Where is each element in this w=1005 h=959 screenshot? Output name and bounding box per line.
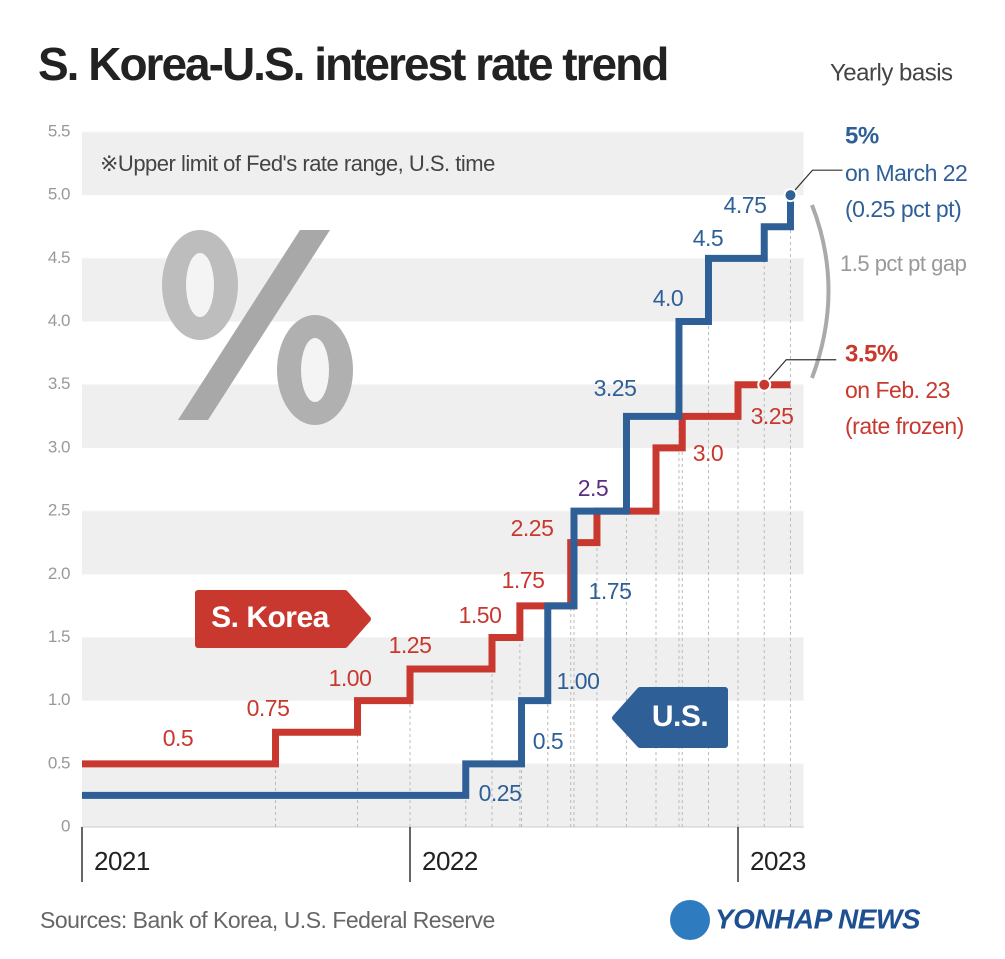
leader-line (790, 169, 843, 196)
value-label: 4.0 (653, 285, 683, 311)
value-label: 0.25 (479, 780, 522, 806)
annotation: (rate frozen) (845, 413, 964, 439)
value-label: 1.00 (557, 668, 600, 694)
legend-label: U.S. (652, 700, 708, 733)
value-label: 0.75 (247, 695, 290, 721)
y-tick-label: 4.0 (48, 311, 70, 330)
grid-band (82, 132, 804, 196)
highlight-dot (757, 377, 772, 392)
value-label: 3.0 (693, 440, 723, 466)
y-tick-label: 5.5 (48, 121, 70, 140)
leader-line (763, 359, 837, 386)
y-tick-label: 0 (61, 816, 70, 835)
x-tick-label: 2021 (94, 846, 150, 876)
x-tick-label: 2023 (750, 846, 806, 876)
y-tick-label: 1.0 (48, 690, 70, 709)
percent-graphic (162, 230, 353, 425)
legend-label: S. Korea (211, 601, 330, 634)
value-label: 3.25 (594, 375, 637, 401)
annotation: on Feb. 23 (845, 377, 950, 403)
value-label: 1.75 (589, 578, 632, 604)
value-label: 1.00 (329, 665, 372, 691)
y-tick-label: 4.5 (48, 248, 70, 267)
logo: YONHAP NEWS (670, 900, 921, 940)
value-label: 2.5 (578, 475, 608, 501)
source: Sources: Bank of Korea, U.S. Federal Res… (40, 907, 495, 933)
y-tick-label: 2.5 (48, 501, 70, 520)
note: ※Upper limit of Fed's rate range, U.S. t… (100, 151, 495, 176)
y-tick-label: 3.0 (48, 437, 70, 456)
gap-bracket (810, 204, 831, 379)
value-label: 1.25 (389, 632, 432, 658)
value-label: 4.75 (724, 192, 767, 218)
step-line (82, 195, 794, 799)
value-label: 1.75 (502, 567, 545, 593)
y-tick-label: 0.5 (48, 753, 70, 772)
logo-text: YONHAP NEWS (715, 903, 921, 934)
value-label: 1.50 (459, 602, 502, 628)
chart-subtitle: Yearly basis (830, 59, 953, 86)
value-label: 0.5 (533, 728, 563, 754)
gap-label: 1.5 pct pt gap (840, 251, 967, 276)
y-tick-label: 5.0 (48, 185, 70, 204)
y-tick-label: 1.5 (48, 627, 70, 646)
x-tick-label: 2022 (422, 846, 478, 876)
legend-tag (195, 590, 371, 648)
value-label: 2.25 (511, 515, 554, 541)
legend-tag (612, 687, 728, 748)
chart-title: S. Korea-U.S. interest rate trend (38, 38, 667, 90)
annotation: (0.25 pct pt) (845, 196, 961, 222)
current-rate-label: 3.5% (845, 340, 898, 367)
value-label: 4.5 (693, 225, 723, 251)
grid-band (82, 511, 804, 575)
logo-icon (670, 900, 710, 940)
value-label: 3.25 (751, 403, 794, 429)
annotation: on March 22 (845, 160, 967, 186)
highlight-dot (783, 188, 798, 203)
current-rate-label: 5% (845, 122, 879, 149)
y-tick-label: 3.5 (48, 374, 70, 393)
y-tick-label: 2.0 (48, 564, 70, 583)
value-label: 0.5 (163, 725, 193, 751)
